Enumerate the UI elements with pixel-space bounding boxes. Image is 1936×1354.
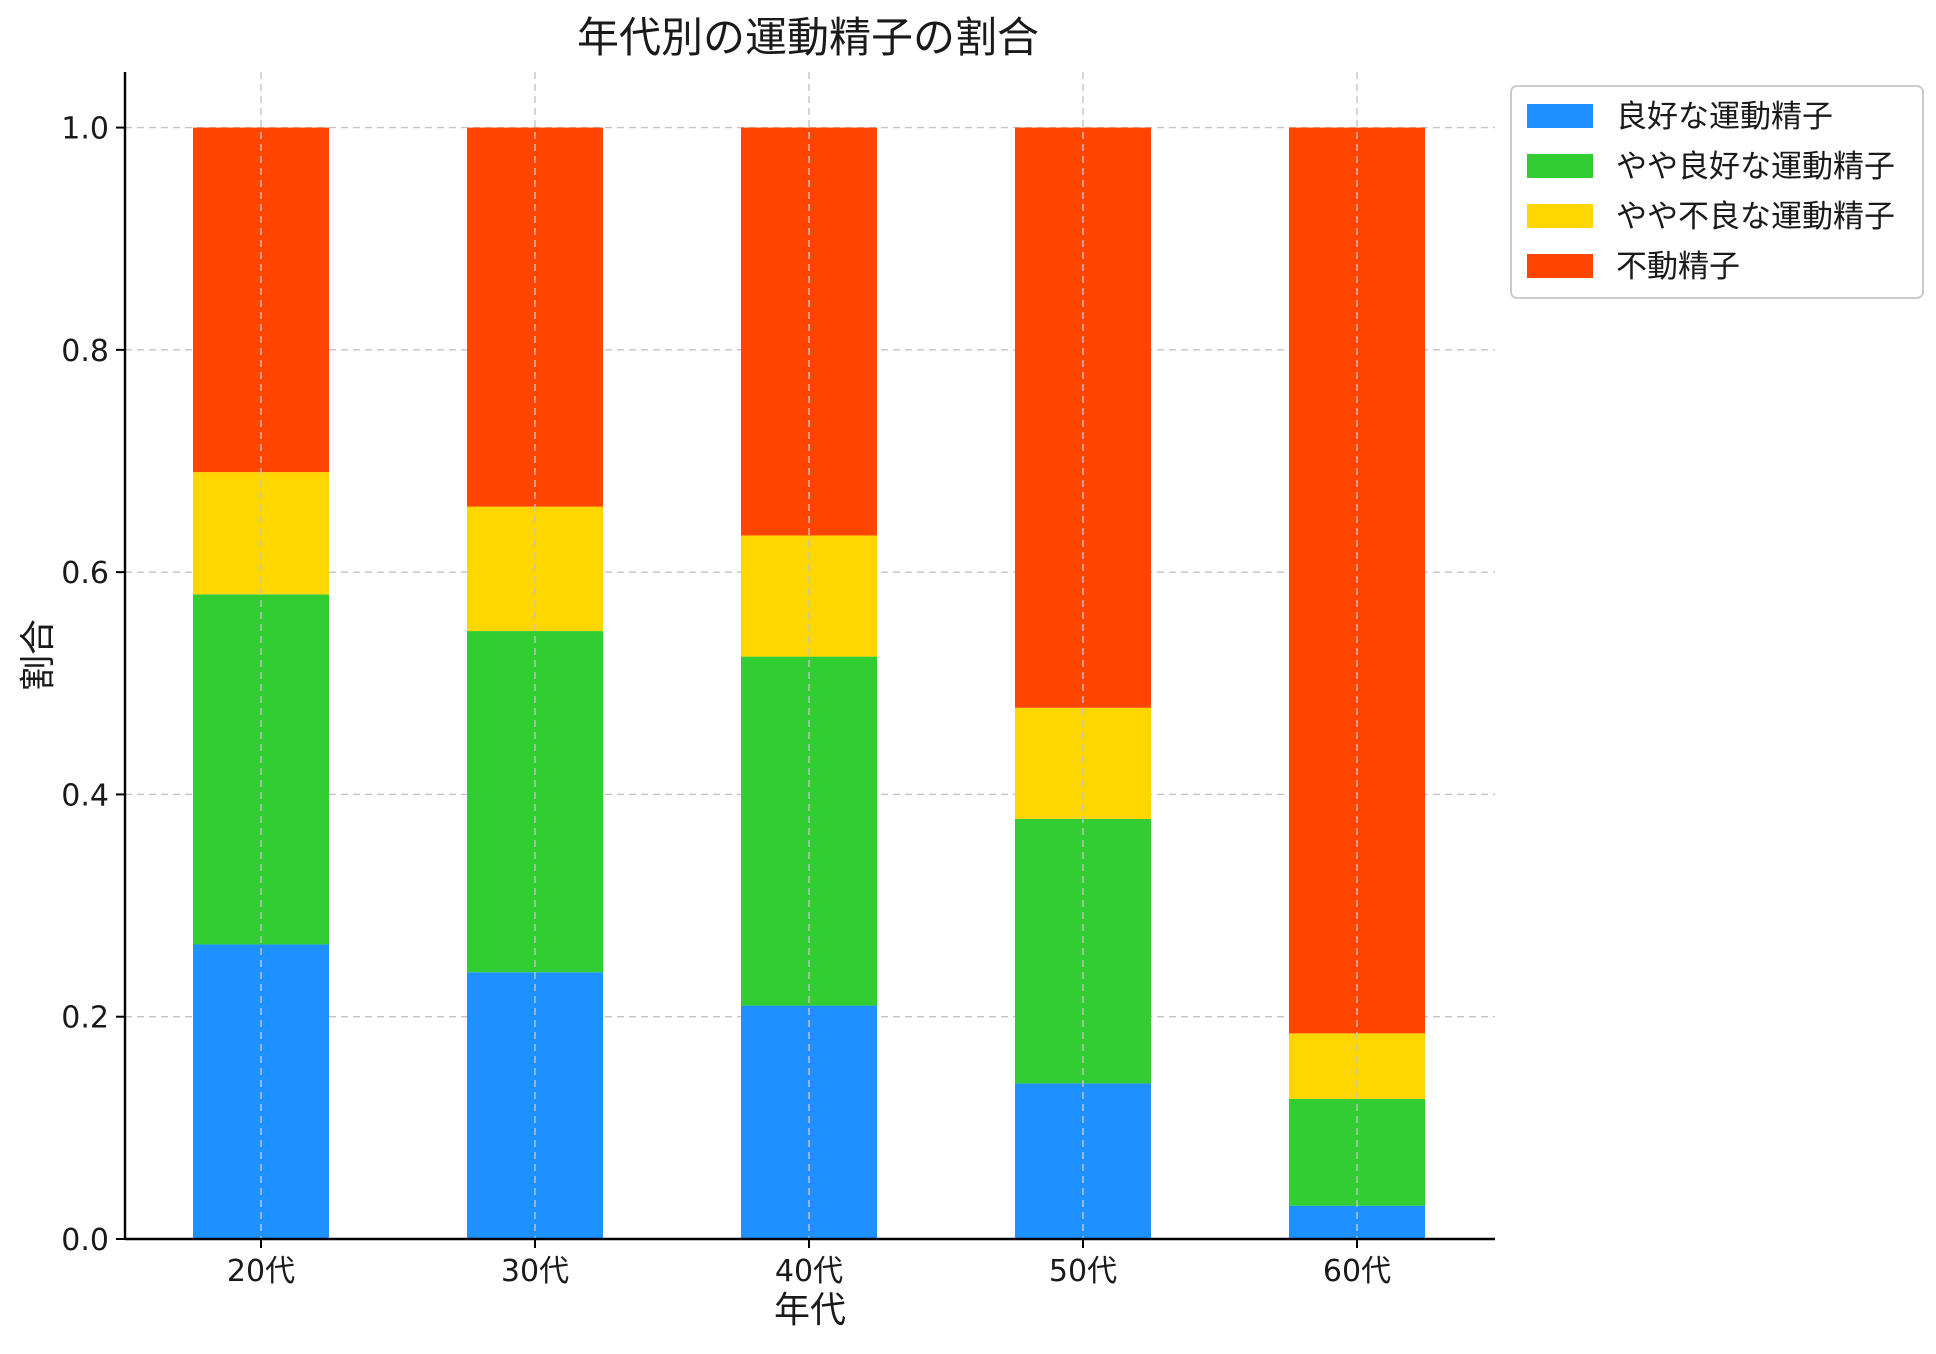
bar-segment-4 [1015, 127, 1151, 708]
legend-swatch [1527, 154, 1593, 178]
x-tick-label: 20代 [227, 1254, 295, 1289]
x-tick-label: 50代 [1049, 1254, 1117, 1289]
legend-label: 不動精子 [1616, 249, 1740, 285]
legend-swatch [1527, 204, 1593, 228]
bar-segment-2 [467, 631, 603, 973]
y-tick-label: 1.0 [61, 112, 109, 147]
x-ticks: 20代 30代 40代 50代 60代 [227, 1239, 1391, 1289]
y-tick-label: 0.4 [61, 778, 109, 813]
x-tick-label: 60代 [1323, 1254, 1391, 1289]
legend-swatch [1527, 104, 1593, 128]
x-tick-label: 40代 [775, 1254, 843, 1289]
bar-segment-3 [1289, 1033, 1425, 1099]
legend-frame [1510, 85, 1924, 299]
bar-stacks [193, 72, 1425, 1239]
chart-title: 年代別の運動精子の割合 [577, 13, 1039, 62]
y-tick-label: 0.6 [61, 556, 109, 591]
legend-label: やや不良な運動精子 [1616, 199, 1895, 235]
legend-swatch [1527, 254, 1593, 278]
legend-label: やや良好な運動精子 [1616, 149, 1895, 185]
y-tick-label: 0.2 [61, 1001, 109, 1036]
x-tick-label: 30代 [501, 1254, 569, 1289]
y-ticks: 0.0 0.2 0.4 0.6 0.8 1.0 [61, 112, 125, 1258]
legend-label: 良好な運動精子 [1616, 99, 1833, 135]
y-tick-label: 0.8 [61, 334, 109, 369]
y-axis-label: 割合 [18, 619, 59, 691]
bar-segment-1 [1289, 1205, 1425, 1239]
bar-stack-30代 [467, 127, 603, 1239]
y-tick-label: 0.0 [61, 1223, 109, 1258]
x-axis-label: 年代 [774, 1290, 846, 1331]
